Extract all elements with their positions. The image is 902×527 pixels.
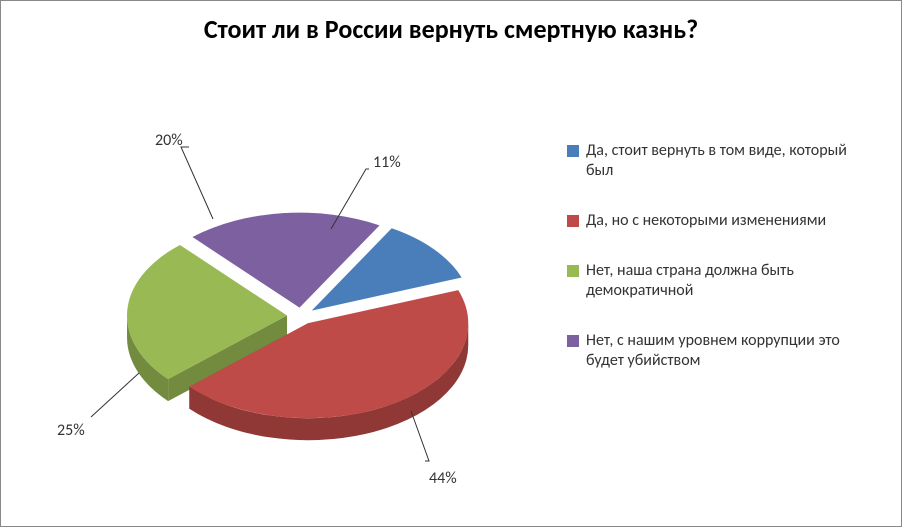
legend-item: Нет, с нашим уровнем коррупции это будет… bbox=[567, 331, 877, 371]
callout-line bbox=[181, 147, 213, 219]
slice-percent-label: 11% bbox=[373, 153, 401, 172]
callout-line bbox=[411, 411, 429, 461]
chart-frame: Стоит ли в России вернуть смертную казнь… bbox=[0, 0, 902, 527]
slice-percent-label: 44% bbox=[429, 469, 457, 488]
slice-percent-label: 20% bbox=[155, 131, 183, 150]
legend-swatch bbox=[567, 335, 579, 347]
slice-percent-label: 25% bbox=[57, 421, 85, 440]
legend-item: Да, но с некоторыми изменениями bbox=[567, 211, 877, 231]
legend-label: Нет, с нашим уровнем коррупции это будет… bbox=[586, 331, 877, 371]
chart-title: Стоит ли в России вернуть смертную казнь… bbox=[1, 15, 901, 45]
legend-label: Нет, наша страна должна быть демократичн… bbox=[586, 261, 877, 301]
legend-label: Да, но с некоторыми изменениями bbox=[586, 211, 826, 231]
legend-item: Нет, наша страна должна быть демократичн… bbox=[567, 261, 877, 301]
legend-swatch bbox=[567, 215, 579, 227]
legend: Да, стоит вернуть в том виде, который бы… bbox=[567, 141, 877, 401]
callout-line bbox=[91, 373, 139, 417]
legend-swatch bbox=[567, 145, 579, 157]
legend-label: Да, стоит вернуть в том виде, который бы… bbox=[586, 141, 877, 181]
legend-swatch bbox=[567, 265, 579, 277]
pie-chart bbox=[21, 111, 551, 511]
legend-item: Да, стоит вернуть в том виде, который бы… bbox=[567, 141, 877, 181]
